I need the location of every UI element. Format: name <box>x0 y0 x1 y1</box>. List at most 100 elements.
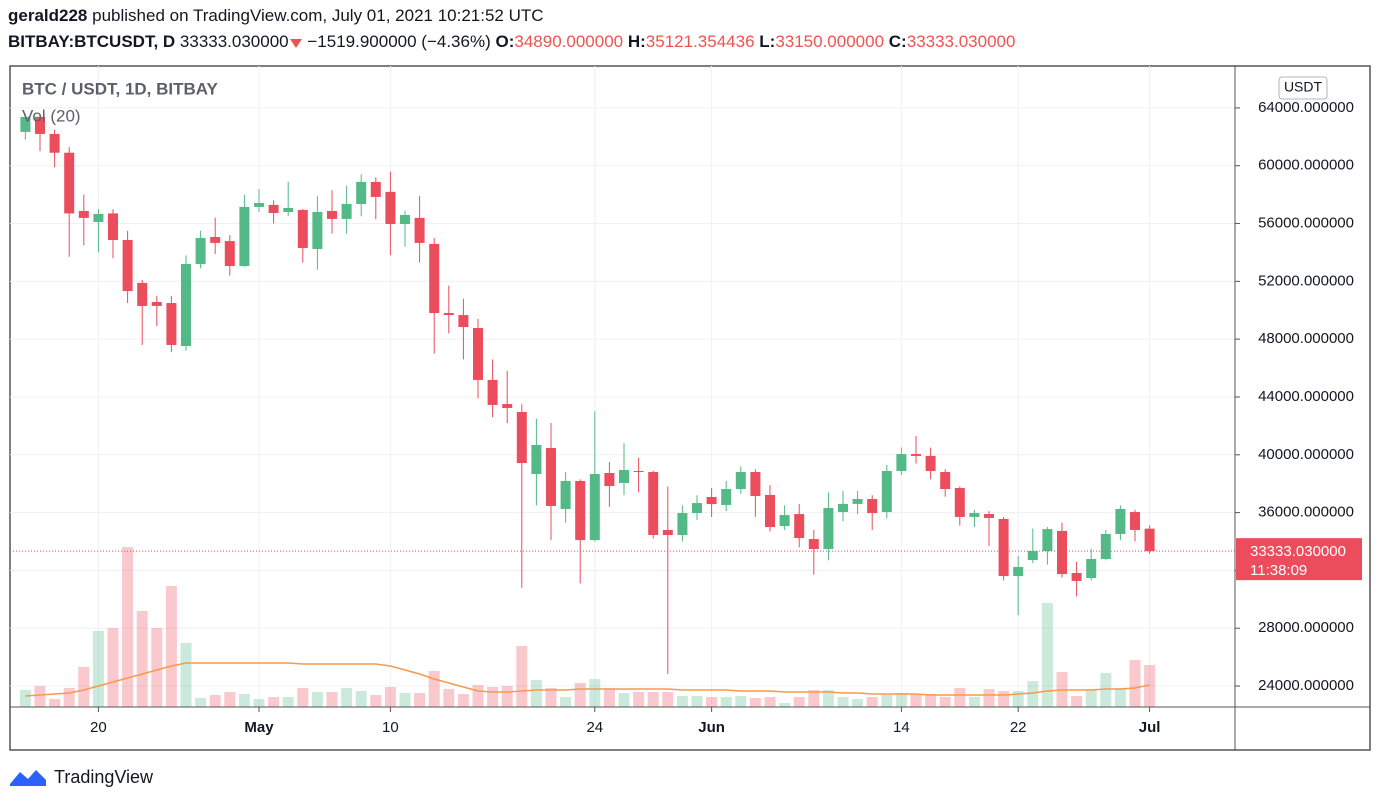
volume-bar <box>662 692 674 707</box>
volume-bar <box>954 688 966 707</box>
candle-body <box>735 471 746 490</box>
header-line-1: gerald228 published on TradingView.com, … <box>8 6 544 26</box>
candle-body <box>575 480 586 541</box>
close-label: C: <box>888 32 907 51</box>
candle-body <box>589 474 600 541</box>
chart-title: BTC / USDT, 1D, BITBAY <box>22 79 219 98</box>
volume-bar <box>428 671 440 707</box>
y-tick-label: 40000.000000 <box>1258 446 1354 463</box>
candle-body <box>1086 558 1097 579</box>
y-tick-label: 52000.000000 <box>1258 272 1354 289</box>
y-tick-label: 64000.000000 <box>1258 99 1354 116</box>
candle-body <box>852 499 863 504</box>
volume-bar <box>326 692 338 707</box>
candle-body <box>1115 508 1126 534</box>
candle-body <box>297 209 308 248</box>
volume-bar <box>881 695 893 707</box>
volume-bar <box>487 687 499 707</box>
volume-ma-line <box>25 662 1150 697</box>
currency-box <box>1278 76 1328 100</box>
candle-body <box>341 204 352 219</box>
candle-body <box>706 496 717 505</box>
candle-body <box>867 499 878 514</box>
candle-body <box>195 237 206 265</box>
high-value: 35121.354436 <box>645 32 755 51</box>
logo <box>10 770 46 786</box>
grid <box>10 66 1235 707</box>
volume-bar <box>895 693 907 707</box>
candle-body <box>78 210 89 218</box>
volume-bar <box>530 680 542 707</box>
volume-bar <box>1114 688 1126 707</box>
candle-body <box>49 133 60 153</box>
volume-bar <box>19 690 31 707</box>
volume-bar <box>253 699 265 707</box>
volume-bar <box>136 611 148 707</box>
open-value: 34890.000000 <box>514 32 624 51</box>
candle-body <box>516 412 527 464</box>
candle-body <box>151 302 162 306</box>
volume-bar <box>297 688 309 707</box>
chart-frame <box>9 65 1371 751</box>
volume-bar <box>282 697 294 707</box>
volume-bar <box>165 586 177 707</box>
candle-body <box>911 454 921 456</box>
volume-bar <box>457 694 469 707</box>
volume-bar <box>443 689 455 707</box>
volume-bar <box>968 697 980 707</box>
candle-body <box>940 471 951 490</box>
volume-bar <box>63 688 75 707</box>
volume-bar <box>341 688 353 707</box>
candle-body <box>896 454 907 471</box>
close-value: 33333.030000 <box>906 32 1016 51</box>
candle-body <box>458 315 469 328</box>
y-tick-label: 60000.000000 <box>1258 157 1354 174</box>
volume-bar <box>238 694 250 707</box>
volume-bar <box>1129 660 1141 707</box>
volume-bar <box>122 547 134 707</box>
candle-body <box>370 181 381 197</box>
currency: USDT <box>1284 79 1323 95</box>
candle-body <box>1130 512 1140 530</box>
candle-body <box>414 217 425 243</box>
header-line-2: BITBAY:BTCUSDT, D 33333.030000 −1519.900… <box>8 32 1015 52</box>
candle-body <box>356 181 367 205</box>
volume-bar <box>180 643 192 707</box>
volume-bar <box>574 683 586 707</box>
candle-body <box>64 152 75 214</box>
volume-bar <box>910 694 922 707</box>
volume-bar <box>545 688 557 707</box>
footer: TradingView <box>8 766 153 788</box>
x-tick-label: Jul <box>1139 719 1161 736</box>
volume-bar <box>355 691 367 707</box>
candle-body <box>254 203 264 207</box>
volume-bar <box>1027 681 1039 707</box>
volume-bar <box>925 694 937 707</box>
volume-bar <box>516 646 528 707</box>
volume-bar <box>560 697 572 707</box>
volume-bar <box>735 696 747 707</box>
volume-bar <box>311 692 323 707</box>
candle-body <box>268 204 279 213</box>
candle-body <box>312 211 323 249</box>
volume-bar <box>793 697 805 707</box>
volume-bar <box>78 667 90 707</box>
volume-bar <box>49 699 61 707</box>
candle-body <box>122 240 133 292</box>
volume-bar <box>501 686 513 707</box>
volume-bar <box>151 628 163 707</box>
volume-bar <box>92 631 104 707</box>
candle-body <box>1057 530 1067 575</box>
volume-bar <box>852 699 864 707</box>
brand: TradingView <box>54 766 154 787</box>
volume-bar <box>866 697 878 707</box>
open-label: O: <box>495 32 515 51</box>
change: −1519.900000 (−4.36%) <box>307 32 491 51</box>
user: gerald228 <box>8 6 88 25</box>
candle-body <box>487 379 498 405</box>
candle-body <box>969 513 980 517</box>
y-tick-label: 48000.000000 <box>1258 330 1354 347</box>
price-pane <box>10 113 1235 675</box>
candle-body <box>137 282 148 306</box>
